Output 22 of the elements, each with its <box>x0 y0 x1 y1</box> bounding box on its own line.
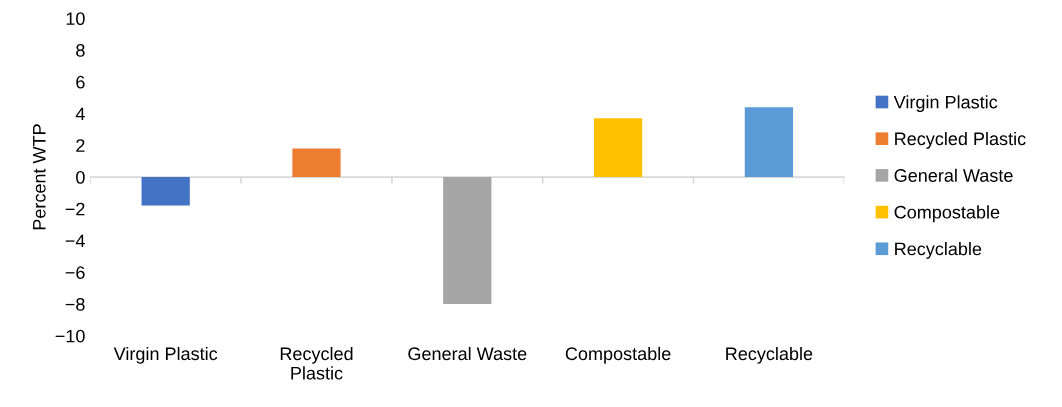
y-tick-label: −4 <box>65 234 85 248</box>
legend-label: Recyclable <box>895 242 982 259</box>
y-tick-label: 0 <box>76 170 85 184</box>
legend-label: Virgin Plastic <box>893 95 998 113</box>
x-tick-label: Virgin Plastic <box>113 346 218 364</box>
y-axis-title: Percent WTP <box>33 124 46 230</box>
y-tick-label: −2 <box>65 202 85 216</box>
y-tick-label: −8 <box>65 297 85 311</box>
y-tick-label: 2 <box>76 139 85 152</box>
legend-label: General Waste <box>894 168 1013 182</box>
y-tick-label: 6 <box>76 75 85 89</box>
y-tick-label: 4 <box>75 107 85 121</box>
x-tick-label: Recyclable <box>726 346 813 364</box>
y-tick-label: 8 <box>76 44 85 57</box>
legend-label: Recycled Plastic <box>895 131 1026 149</box>
x-tick-label: General Waste <box>408 346 527 361</box>
legend-label: Compostable <box>894 205 1000 223</box>
x-tick-label: Recycled Plastic <box>280 346 353 380</box>
y-tick-label: 10 <box>66 12 85 26</box>
x-tick-label: Compostable <box>565 346 671 364</box>
y-tick-label: −6 <box>65 266 85 279</box>
y-tick-label: −10 <box>55 329 85 343</box>
